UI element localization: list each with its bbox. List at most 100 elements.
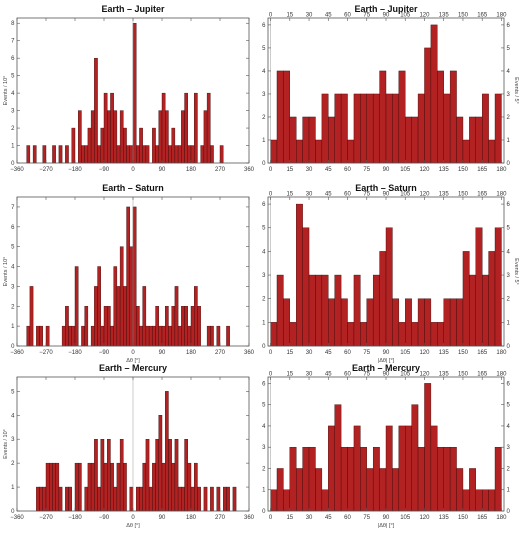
- histogram-bar: [52, 145, 56, 164]
- histogram-bar: [116, 462, 121, 512]
- histogram-bar: [171, 127, 176, 164]
- histogram-bar: [462, 251, 470, 347]
- histogram-bar: [456, 116, 464, 164]
- x-tick-label: 75: [363, 167, 370, 173]
- histogram-bar: [165, 110, 169, 164]
- histogram-bar: [398, 322, 406, 347]
- x-tick-label-top: 15: [286, 372, 293, 378]
- x-tick-label-top: 45: [325, 372, 332, 378]
- y-tick-label-right: 4: [507, 249, 511, 255]
- y-tick-label: 2: [11, 461, 15, 467]
- x-tick-label: 135: [439, 515, 450, 521]
- histogram-bar: [334, 274, 342, 347]
- y-tick-label-right: 6: [507, 202, 511, 208]
- histogram-bar: [398, 425, 406, 512]
- histogram-bar: [168, 439, 172, 512]
- histogram-bar: [90, 325, 95, 347]
- histogram-bar: [171, 462, 176, 512]
- y-tick-label-right: 1: [507, 320, 511, 326]
- histogram-bar: [116, 145, 121, 164]
- histogram-bar: [289, 116, 297, 164]
- x-tick-label-top: 90: [383, 192, 390, 198]
- x-tick-label: 0: [131, 167, 135, 173]
- histogram-bar: [411, 116, 419, 164]
- histogram-bar: [469, 468, 476, 512]
- y-tick-label: 5: [262, 403, 266, 409]
- histogram-bar: [206, 92, 211, 164]
- histogram-bar: [424, 298, 432, 347]
- chart-panel-2: Earth – Jupiter0015153030454560607575909…: [262, 4, 519, 173]
- chart-panel-6: Earth – Mercury0015153030454560607575909…: [262, 363, 510, 529]
- histogram-bar: [42, 145, 47, 164]
- histogram-bar: [283, 489, 291, 512]
- x-tick-label: 90: [383, 167, 390, 173]
- y-tick-label: 4: [11, 413, 15, 419]
- y-tick-label: 6: [11, 225, 15, 231]
- histogram-bar: [197, 306, 201, 347]
- y-tick-label-right: 0: [507, 161, 511, 167]
- histogram-bar: [65, 306, 69, 347]
- histogram-bar: [97, 145, 101, 164]
- histogram-bar: [392, 93, 400, 164]
- x-tick-label-top: 60: [344, 192, 351, 198]
- histogram-bar: [340, 298, 348, 347]
- histogram-bar: [103, 462, 108, 512]
- chart-title: Earth – Saturn: [355, 183, 417, 193]
- x-tick-label-top: 105: [400, 13, 411, 19]
- histogram-bar: [129, 145, 134, 164]
- x-tick-label: 45: [325, 515, 332, 521]
- y-tick-label: 8: [11, 21, 15, 27]
- histogram-bar: [107, 439, 111, 512]
- histogram-bar: [223, 486, 227, 512]
- histogram-bar: [190, 145, 195, 164]
- x-tick-label: 90: [383, 350, 390, 356]
- x-tick-label-top: 135: [439, 372, 450, 378]
- x-tick-label-top: 0: [269, 192, 273, 198]
- histogram-bar: [26, 325, 31, 347]
- histogram-bar: [276, 468, 284, 512]
- histogram-bar: [123, 286, 127, 347]
- x-tick-label-top: 150: [458, 13, 469, 19]
- histogram-bar: [177, 145, 182, 164]
- x-tick-label: 90: [159, 515, 166, 521]
- x-tick-label-top: 120: [419, 192, 430, 198]
- histogram-bar: [481, 489, 489, 512]
- histogram-bar: [68, 486, 72, 512]
- y-tick-label-right: 2: [507, 297, 511, 303]
- chart-panel-4: Earth – Saturn00151530304545606075759090…: [262, 183, 519, 364]
- x-tick-label: 165: [477, 515, 488, 521]
- y-tick-label: 1: [262, 488, 266, 494]
- histogram-bar: [424, 47, 432, 164]
- x-tick-label-top: 105: [400, 372, 411, 378]
- histogram-bar: [216, 486, 221, 512]
- y-tick-label-right: 4: [507, 424, 511, 430]
- histogram-bar: [155, 439, 159, 512]
- chart-panel-3: Earth – Saturn−360 −270 −180 −90 0 90 180 270 36…: [3, 183, 255, 364]
- histogram-bar: [283, 70, 291, 164]
- x-tick-label: 135: [439, 350, 450, 356]
- x-tick-label: −90: [99, 350, 110, 356]
- histogram-bar: [194, 286, 198, 347]
- y-tick-label: 4: [262, 249, 266, 255]
- histogram-bar: [110, 325, 114, 347]
- histogram-bar: [321, 274, 329, 347]
- histogram-bar: [71, 325, 76, 347]
- histogram-bar: [488, 251, 496, 347]
- histogram-bar: [136, 306, 140, 347]
- histogram-bar: [456, 468, 464, 512]
- histogram-bar: [90, 462, 95, 512]
- histogram-bar: [123, 127, 127, 164]
- y-tick-label-right: 5: [507, 226, 511, 232]
- histogram-bar: [210, 486, 214, 512]
- y-tick-label: 0: [11, 344, 15, 350]
- y-tick-label: 6: [262, 202, 266, 208]
- histogram-bar: [430, 425, 438, 512]
- histogram-bar: [462, 139, 470, 164]
- x-tick-label-top: 30: [306, 372, 313, 378]
- y-tick-label-right: 6: [507, 381, 511, 387]
- x-tick-label: 0: [131, 515, 135, 521]
- histogram-bar: [78, 110, 82, 164]
- histogram-bar: [488, 139, 496, 164]
- y-tick-label: 2: [11, 304, 15, 310]
- histogram-bar: [90, 110, 95, 164]
